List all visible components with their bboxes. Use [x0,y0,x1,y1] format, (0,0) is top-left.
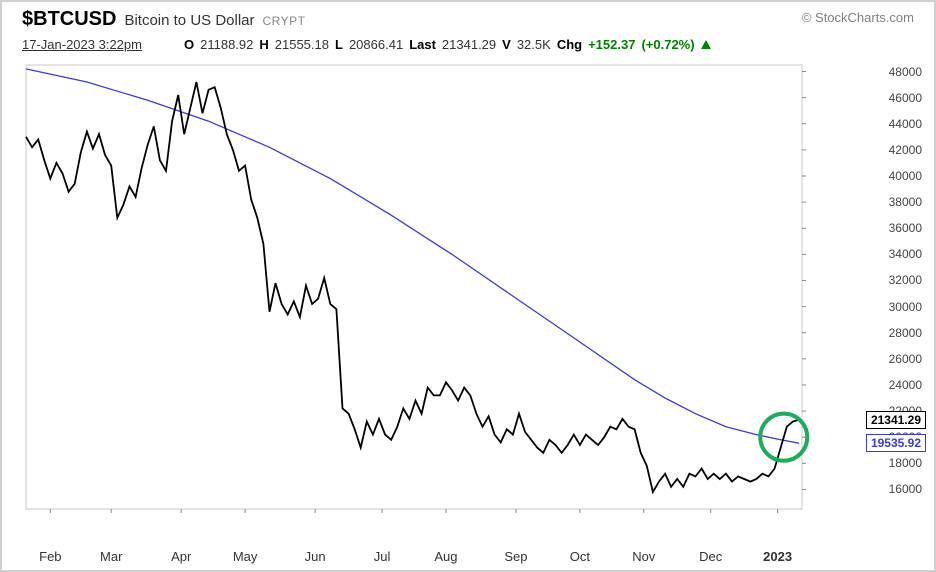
title-row: $BTCUSD Bitcoin to US Dollar CRYPT © Sto… [22,8,914,31]
chg-label: Chg [557,37,582,52]
x-tick-label: Oct [570,549,590,564]
symbol-category: CRYPT [263,14,306,28]
low-label: L [335,37,343,52]
up-arrow-icon [701,40,711,49]
plot-area [22,57,872,537]
chg-value: +152.37 [588,37,635,52]
vol-label: V [502,37,511,52]
open-value: 21188.92 [200,37,253,52]
chart-header: $BTCUSD Bitcoin to US Dollar CRYPT © Sto… [22,8,914,52]
y-axis: 1600018000200002200024000260002800030000… [870,57,922,537]
y-tick-label: 46000 [889,91,922,105]
x-tick-label: Dec [699,549,722,564]
x-axis: Feb Mar Apr May Jun Jul Aug Sep Oct Nov Dec 2023 [22,544,872,564]
x-tick-label: Mar [100,549,122,564]
price-flag: 21341.29 [866,411,926,429]
symbol: $BTCUSD [22,8,116,31]
y-tick-label: 24000 [889,378,922,392]
x-tick-label: Feb [39,549,61,564]
low-value: 20866.41 [349,37,403,52]
vol-value: 32.5K [517,37,551,52]
x-tick-label: Aug [434,549,457,564]
chart-container: $BTCUSD Bitcoin to US Dollar CRYPT © Sto… [0,0,936,572]
y-tick-label: 42000 [889,143,922,157]
x-tick-label: Apr [171,549,191,564]
x-tick-label: Jun [305,549,326,564]
x-tick-label: Jul [374,549,391,564]
chg-pct: (+0.72%) [641,37,694,52]
open-label: O [184,37,194,52]
x-tick-label: 2023 [763,549,792,564]
y-tick-label: 40000 [889,169,922,183]
high-label: H [259,37,268,52]
x-tick-label: May [233,549,258,564]
datetime: 17-Jan-2023 3:22pm [22,37,142,52]
y-tick-label: 26000 [889,352,922,366]
last-label: Last [409,37,436,52]
last-value: 21341.29 [442,37,496,52]
x-tick-label: Sep [504,549,527,564]
y-tick-label: 34000 [889,247,922,261]
plot-svg [22,57,872,537]
y-tick-label: 44000 [889,117,922,131]
symbol-description: Bitcoin to US Dollar [124,12,254,29]
attribution-text: © StockCharts.com [802,10,914,25]
y-tick-label: 28000 [889,326,922,340]
y-tick-label: 48000 [889,65,922,79]
ohlc-row: 17-Jan-2023 3:22pm O 21188.92 H 21555.18… [22,37,914,52]
y-tick-label: 36000 [889,221,922,235]
ma-flag: 19535.92 [866,434,926,452]
y-tick-label: 30000 [889,300,922,314]
high-value: 21555.18 [275,37,329,52]
y-tick-label: 32000 [889,273,922,287]
y-tick-label: 18000 [889,456,922,470]
y-tick-label: 16000 [889,482,922,496]
y-tick-label: 38000 [889,195,922,209]
x-tick-label: Nov [632,549,655,564]
